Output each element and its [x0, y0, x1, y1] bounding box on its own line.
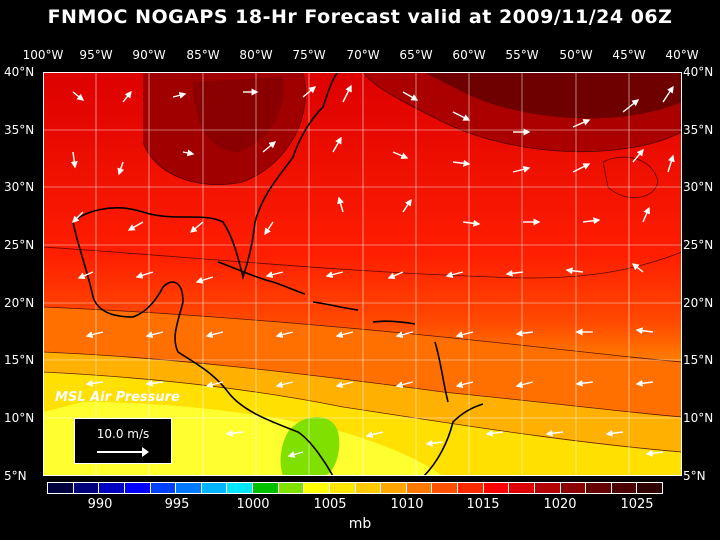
map-border: [43, 72, 682, 476]
colorbar-swatch: [99, 483, 125, 493]
lat-lon-grid: [43, 72, 682, 476]
wind-vectors: [70, 84, 675, 458]
lat-label: 10°N: [683, 411, 714, 425]
lat-label: 20°N: [683, 296, 714, 310]
colorbar-unit: mb: [348, 516, 372, 532]
lat-label: 40°N: [683, 65, 714, 79]
lat-label: 35°N: [683, 123, 714, 137]
colorbar-swatch: [509, 483, 535, 493]
colorbar-swatch: [201, 483, 228, 493]
colorbar-tick: 1005: [313, 497, 347, 512]
field-label: MSL Air Pressure: [55, 390, 180, 405]
lat-label: 35°N: [4, 123, 35, 137]
colorbar-swatch: [560, 483, 587, 493]
lat-label: 10°N: [4, 411, 35, 425]
lon-label: 80°W: [239, 48, 273, 62]
colorbar-tick: 995: [164, 497, 190, 512]
lat-label: 30°N: [4, 180, 35, 194]
colorbar-swatch: [534, 483, 561, 493]
lon-label: 70°W: [346, 48, 380, 62]
colorbar-swatch: [176, 483, 202, 493]
lon-label: 45°W: [612, 48, 646, 62]
lat-label: 15°N: [4, 353, 35, 367]
lat-label: 20°N: [4, 296, 35, 310]
colorbar-swatch: [355, 483, 382, 493]
colorbar-swatch: [406, 483, 433, 493]
colorbar-swatch: [124, 483, 151, 493]
colorbar: [47, 482, 663, 494]
colorbar-swatch: [150, 483, 177, 493]
colorbar-swatch: [458, 483, 484, 493]
lat-label: 15°N: [683, 353, 714, 367]
low-pressure-core: [423, 72, 682, 119]
colorbar-tick: 990: [87, 497, 113, 512]
lon-label: 100°W: [22, 48, 64, 62]
lon-label: 60°W: [452, 48, 486, 62]
map-title: FNMOC NOGAPS 18-Hr Forecast valid at 200…: [47, 6, 673, 28]
lon-label: 65°W: [399, 48, 433, 62]
lon-label: 55°W: [505, 48, 539, 62]
lon-label: 50°W: [559, 48, 593, 62]
colorbar-swatch: [73, 483, 100, 493]
colorbar-swatch: [611, 483, 638, 493]
lat-label: 5°N: [683, 469, 706, 483]
lat-label: 30°N: [683, 180, 714, 194]
lat-label: 40°N: [4, 65, 35, 79]
high-pressure-core: [193, 77, 284, 152]
colorbar-swatch: [329, 483, 356, 493]
colorbar-swatch: [432, 483, 458, 493]
colorbar-swatch: [483, 483, 510, 493]
colorbar-tick: 1020: [543, 497, 577, 512]
isobars: [43, 72, 682, 453]
colorbar-swatch: [48, 483, 74, 493]
lat-label: 25°N: [683, 238, 714, 252]
lon-label: 75°W: [292, 48, 326, 62]
reference-vector-label: 10.0 m/s: [96, 427, 150, 441]
colorbar-swatch: [227, 483, 253, 493]
reference-vector-box: 10.0 m/s: [74, 418, 172, 464]
coastline: [72, 72, 484, 476]
colorbar-tick: 1015: [466, 497, 500, 512]
colorbar-swatch: [304, 483, 330, 493]
lon-label: 90°W: [132, 48, 166, 62]
lat-label: 25°N: [4, 238, 35, 252]
lat-label: 5°N: [4, 469, 27, 483]
colorbar-swatch: [381, 483, 407, 493]
reference-arrow-icon: [97, 447, 149, 457]
colorbar-tick: 1010: [390, 497, 424, 512]
lon-label: 95°W: [79, 48, 113, 62]
colorbar-swatch: [278, 483, 305, 493]
pressure-map: [43, 72, 682, 476]
colorbar-swatch: [637, 483, 662, 493]
colorbar-swatch: [253, 483, 279, 493]
colorbar-tick: 1025: [620, 497, 654, 512]
lon-label: 85°W: [186, 48, 220, 62]
lon-label: 40°W: [665, 48, 699, 62]
colorbar-swatch: [586, 483, 612, 493]
colorbar-tick: 1000: [236, 497, 270, 512]
